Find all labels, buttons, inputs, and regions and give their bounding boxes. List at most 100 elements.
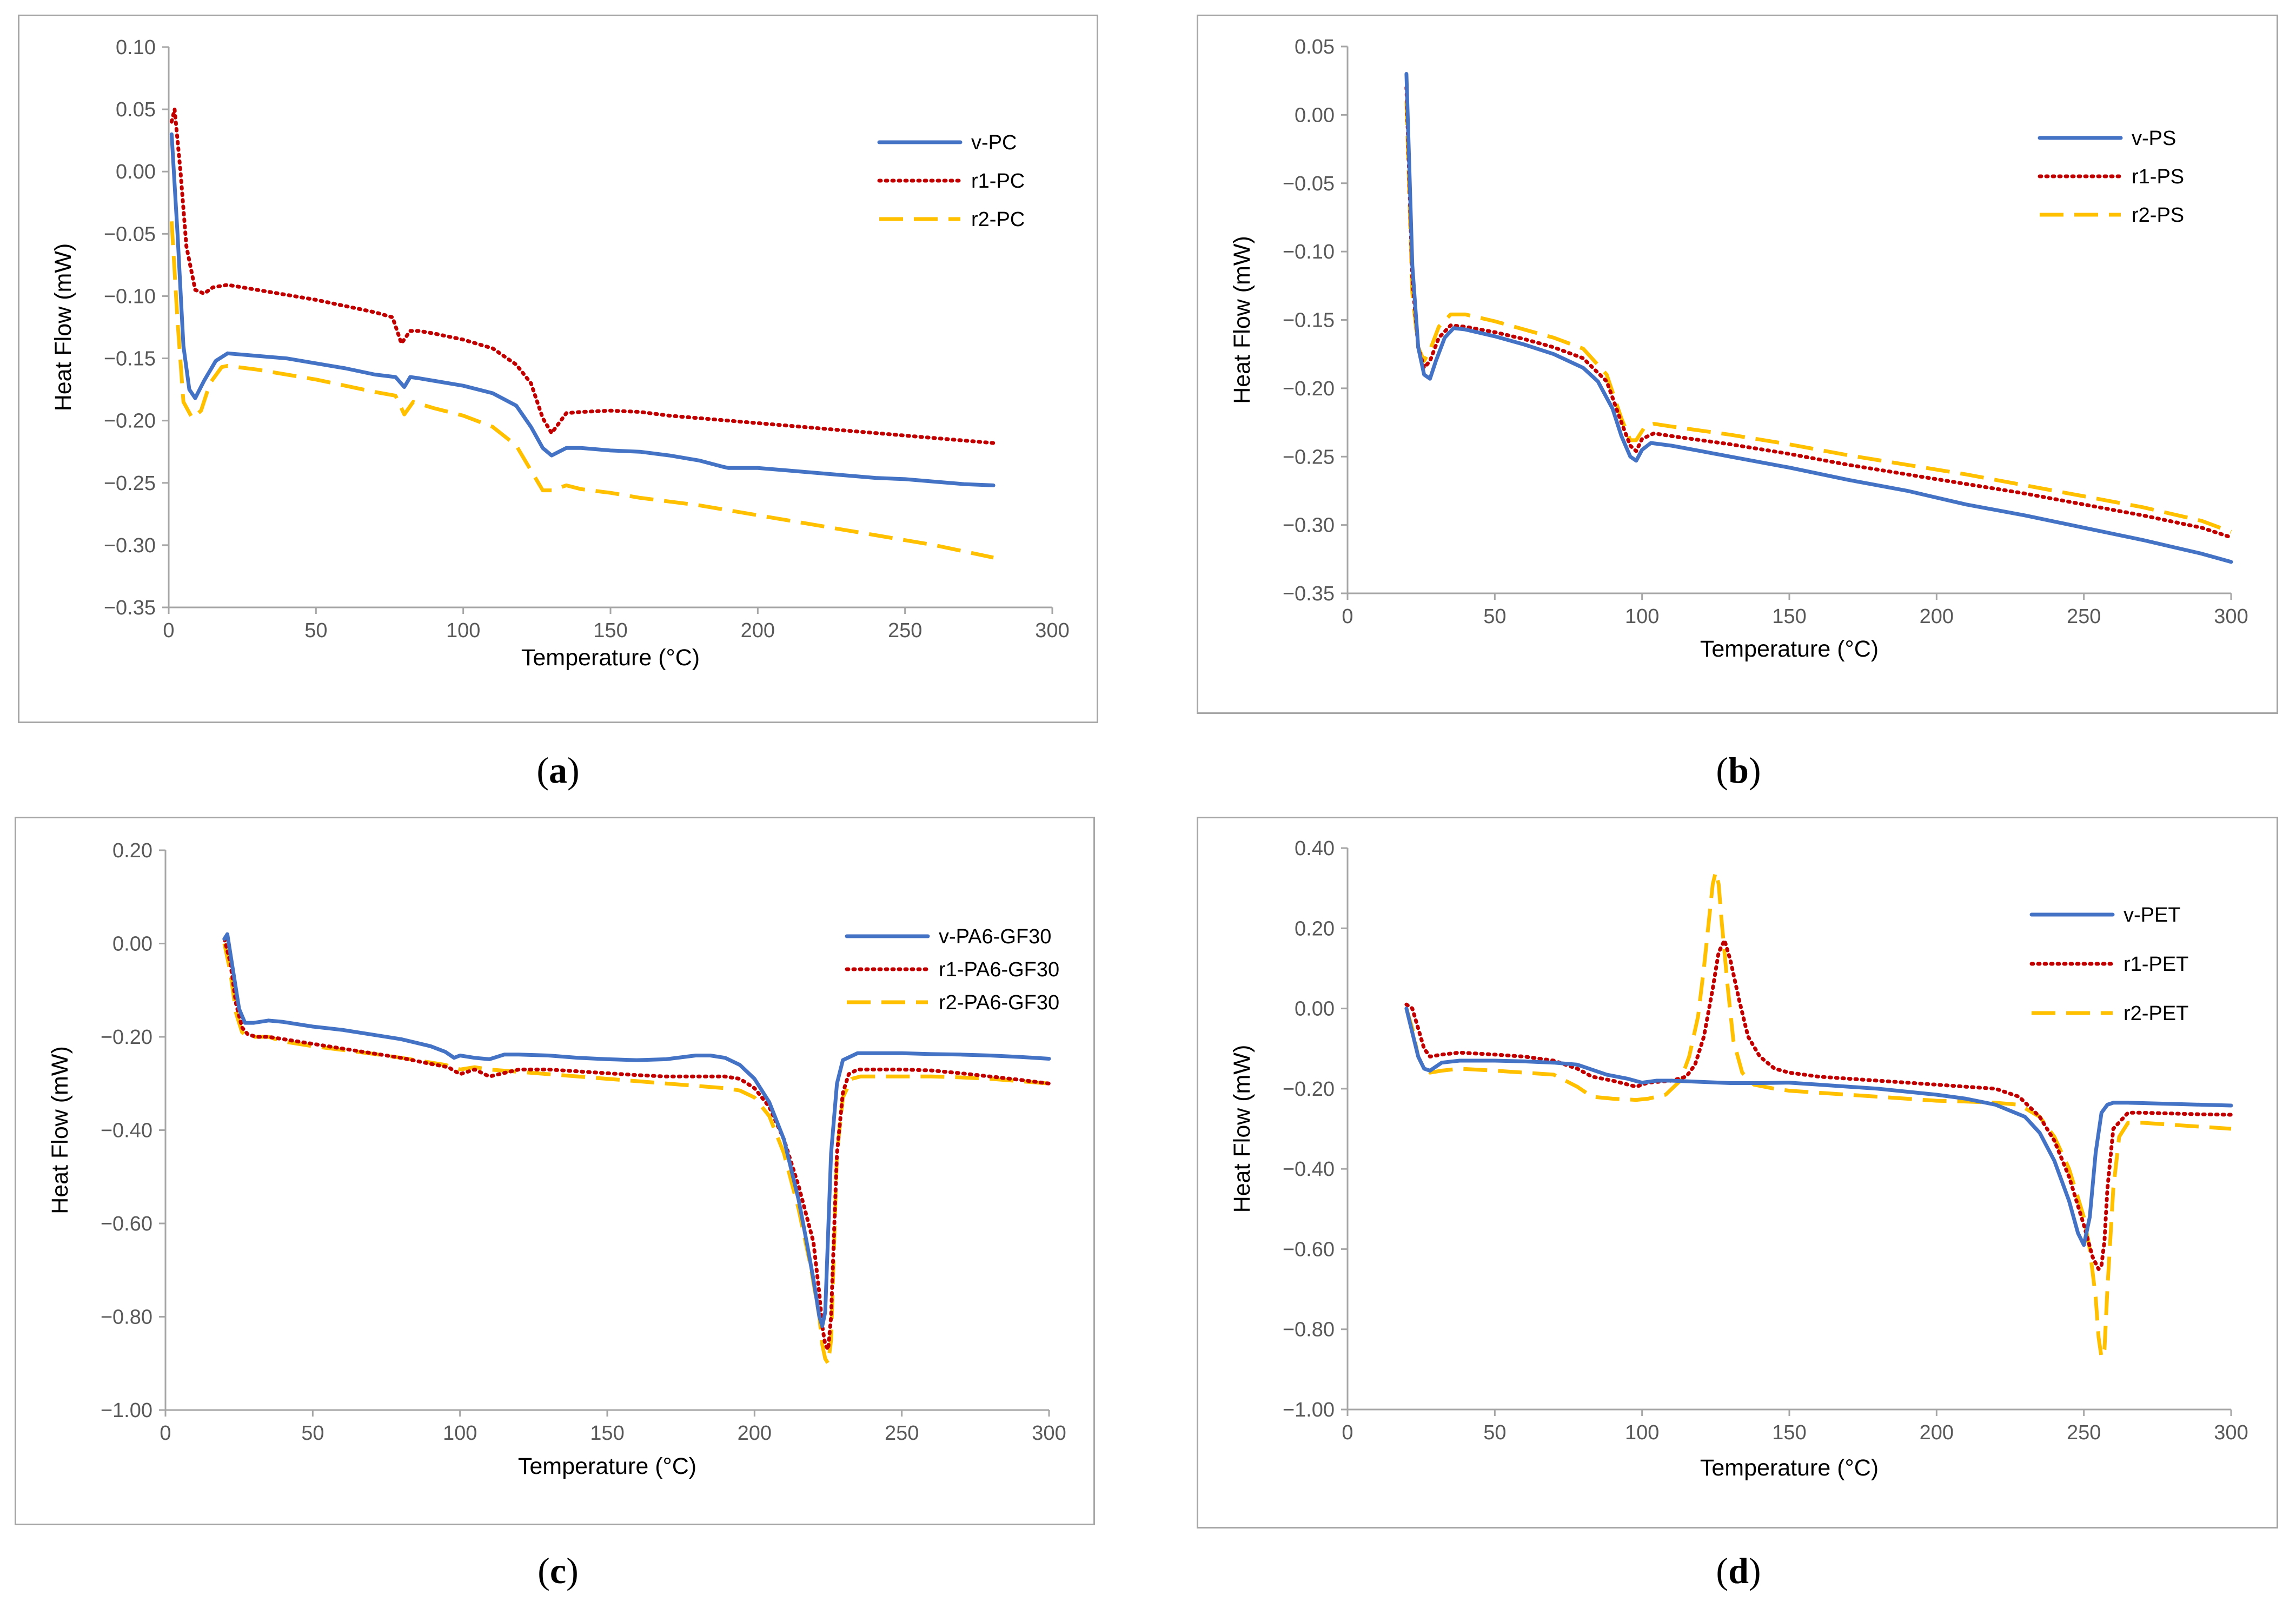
- x-tick-label: 0: [1342, 605, 1353, 628]
- chart-panel-a: 0 50 100 150 200 250 300 0.10 0.05 0.00 −0.05 −0.10…: [18, 15, 1098, 723]
- y-tick-label: −0.05: [104, 223, 156, 246]
- legend-label-r2-PA6-GF30: r2-PA6-GF30: [939, 991, 1059, 1014]
- y-tick-label: −1.00: [101, 1399, 152, 1422]
- caption-d: (d): [1716, 1550, 1761, 1591]
- x-tick-label: 100: [446, 619, 480, 642]
- series-line-v-PS: [1404, 72, 2233, 564]
- y-tick-label: −0.25: [1283, 446, 1335, 468]
- caption-a: (a): [536, 750, 580, 791]
- x-tick-label: 250: [2067, 1421, 2101, 1444]
- series-line-r1-PC: [169, 107, 996, 445]
- x-tick-label: 300: [2214, 1421, 2248, 1444]
- y-tick-label: −0.80: [1283, 1319, 1335, 1341]
- series-line-r1-PA6-GF30: [222, 937, 1051, 1352]
- chart-panel-d: 0 50 100 150 200 250 300 0.40 0.20 0.00 −0.20 −0.40…: [1197, 817, 2278, 1528]
- y-tick-label: −0.05: [1283, 173, 1335, 195]
- y-tick-label: −0.20: [1283, 378, 1335, 400]
- series-line-r2-PET: [1404, 870, 2232, 1360]
- chart-svg-b: 0 50 100 150 200 250 300 0.05 0.00 −0.05 −0.10 −0.1…: [1229, 36, 2248, 662]
- y-tick-label: −0.15: [1283, 309, 1335, 332]
- y-tick-label: −0.40: [1283, 1158, 1335, 1181]
- x-tick-label: 0: [1342, 1421, 1353, 1444]
- y-tick-label: 0.00: [1295, 998, 1335, 1021]
- legend-label-v-PA6-GF30: v-PA6-GF30: [939, 925, 1051, 948]
- legend-label-r1-PC: r1-PC: [971, 170, 1025, 193]
- x-tick-label: 100: [1625, 1421, 1659, 1444]
- series-line-r2-PA6-GF30: [222, 943, 1050, 1366]
- x-tick-label: 50: [301, 1422, 324, 1445]
- y-tick-label: −0.80: [101, 1306, 152, 1329]
- y-tick-label: 0.05: [1295, 36, 1335, 58]
- x-tick-label: 150: [593, 619, 627, 642]
- x-tick-label: 200: [738, 1422, 772, 1445]
- x-tick-label: 250: [885, 1422, 919, 1445]
- y-tick-label: −0.60: [101, 1213, 152, 1235]
- chart-panel-c: 0 50 100 150 200 250 300 0.20 0.00 −0.20 −0.40 −0.6…: [15, 817, 1095, 1525]
- x-tick-label: 250: [888, 619, 922, 642]
- x-tick-label: 50: [1483, 1421, 1506, 1444]
- x-tick-label: 150: [1772, 605, 1806, 628]
- y-tick-label: −1.00: [1283, 1399, 1335, 1421]
- legend-label-r2-PC: r2-PC: [971, 208, 1025, 231]
- y-tick-label: 0.40: [1295, 837, 1335, 860]
- x-tick-label: 300: [1035, 619, 1069, 642]
- y-tick-label: −0.40: [101, 1120, 152, 1142]
- legend-label-v-PET: v-PET: [2124, 904, 2181, 927]
- series-line-r1-PS: [1404, 85, 2233, 539]
- y-tick-label: −0.15: [104, 348, 156, 370]
- series-line-r2-PC: [169, 221, 994, 560]
- series-line-v-PC: [169, 132, 996, 487]
- x-axis-label: Temperature (°C): [521, 645, 700, 671]
- y-tick-label: −0.20: [101, 1026, 152, 1049]
- legend-label-v-PC: v-PC: [971, 131, 1017, 154]
- series-line-r2-PS: [1404, 101, 2232, 534]
- y-tick-label: 0.10: [116, 36, 156, 59]
- x-tick-label: 100: [1625, 605, 1659, 628]
- series-line-v-PET: [1404, 1007, 2233, 1247]
- y-tick-label: −0.35: [1283, 583, 1335, 605]
- legend-label-r2-PET: r2-PET: [2124, 1002, 2188, 1025]
- x-axis-label: Temperature (°C): [1700, 636, 1879, 662]
- x-tick-label: 0: [160, 1422, 171, 1445]
- chart-svg-c: 0 50 100 150 200 250 300 0.20 0.00 −0.20 −0.40 −0.6…: [47, 839, 1066, 1479]
- y-tick-label: −0.20: [1283, 1078, 1335, 1101]
- caption-c: (c): [537, 1550, 579, 1591]
- legend-label-v-PS: v-PS: [2132, 127, 2176, 150]
- legend-label-r2-PS: r2-PS: [2132, 204, 2184, 227]
- y-tick-label: 0.00: [112, 933, 152, 956]
- x-tick-label: 200: [1920, 605, 1954, 628]
- legend-label-r1-PET: r1-PET: [2124, 953, 2188, 976]
- x-tick-label: 200: [1920, 1421, 1954, 1444]
- y-axis-label: Heat Flow (mW): [47, 1046, 73, 1214]
- y-tick-label: −0.30: [1283, 514, 1335, 537]
- y-tick-label: 0.05: [116, 98, 156, 121]
- legend-label-r1-PS: r1-PS: [2132, 166, 2184, 188]
- x-axis-label: Temperature (°C): [1700, 1455, 1879, 1481]
- y-tick-label: −0.35: [104, 597, 156, 619]
- y-tick-label: −0.20: [104, 410, 156, 433]
- x-tick-label: 250: [2067, 605, 2101, 628]
- x-axis-label: Temperature (°C): [518, 1453, 696, 1479]
- y-axis-label: Heat Flow (mW): [1229, 1045, 1255, 1213]
- y-tick-label: −0.25: [104, 472, 156, 495]
- x-tick-label: 100: [443, 1422, 477, 1445]
- x-tick-label: 150: [1772, 1421, 1806, 1444]
- y-tick-label: −0.10: [1283, 241, 1335, 263]
- y-tick-label: −0.60: [1283, 1238, 1335, 1261]
- caption-b: (b): [1716, 750, 1761, 791]
- x-tick-label: 0: [163, 619, 174, 642]
- y-tick-label: −0.10: [104, 285, 156, 308]
- y-tick-label: −0.30: [104, 534, 156, 557]
- x-tick-label: 200: [741, 619, 775, 642]
- y-tick-label: 0.00: [116, 161, 156, 183]
- chart-panel-b: 0 50 100 150 200 250 300 0.05 0.00 −0.05 −0.10 −0.1…: [1197, 15, 2278, 714]
- chart-svg-a: 0 50 100 150 200 250 300 0.10 0.05 0.00 −0.05 −0.10…: [50, 36, 1070, 671]
- x-tick-label: 50: [1483, 605, 1506, 628]
- chart-svg-d: 0 50 100 150 200 250 300 0.40 0.20 0.00 −0.20 −0.40…: [1229, 837, 2248, 1481]
- x-tick-label: 150: [590, 1422, 624, 1445]
- y-tick-label: 0.00: [1295, 104, 1335, 127]
- series-line-r1-PET: [1404, 938, 2233, 1271]
- y-axis-label: Heat Flow (mW): [50, 243, 76, 412]
- x-tick-label: 300: [2214, 605, 2248, 628]
- legend-label-r1-PA6-GF30: r1-PA6-GF30: [939, 958, 1059, 981]
